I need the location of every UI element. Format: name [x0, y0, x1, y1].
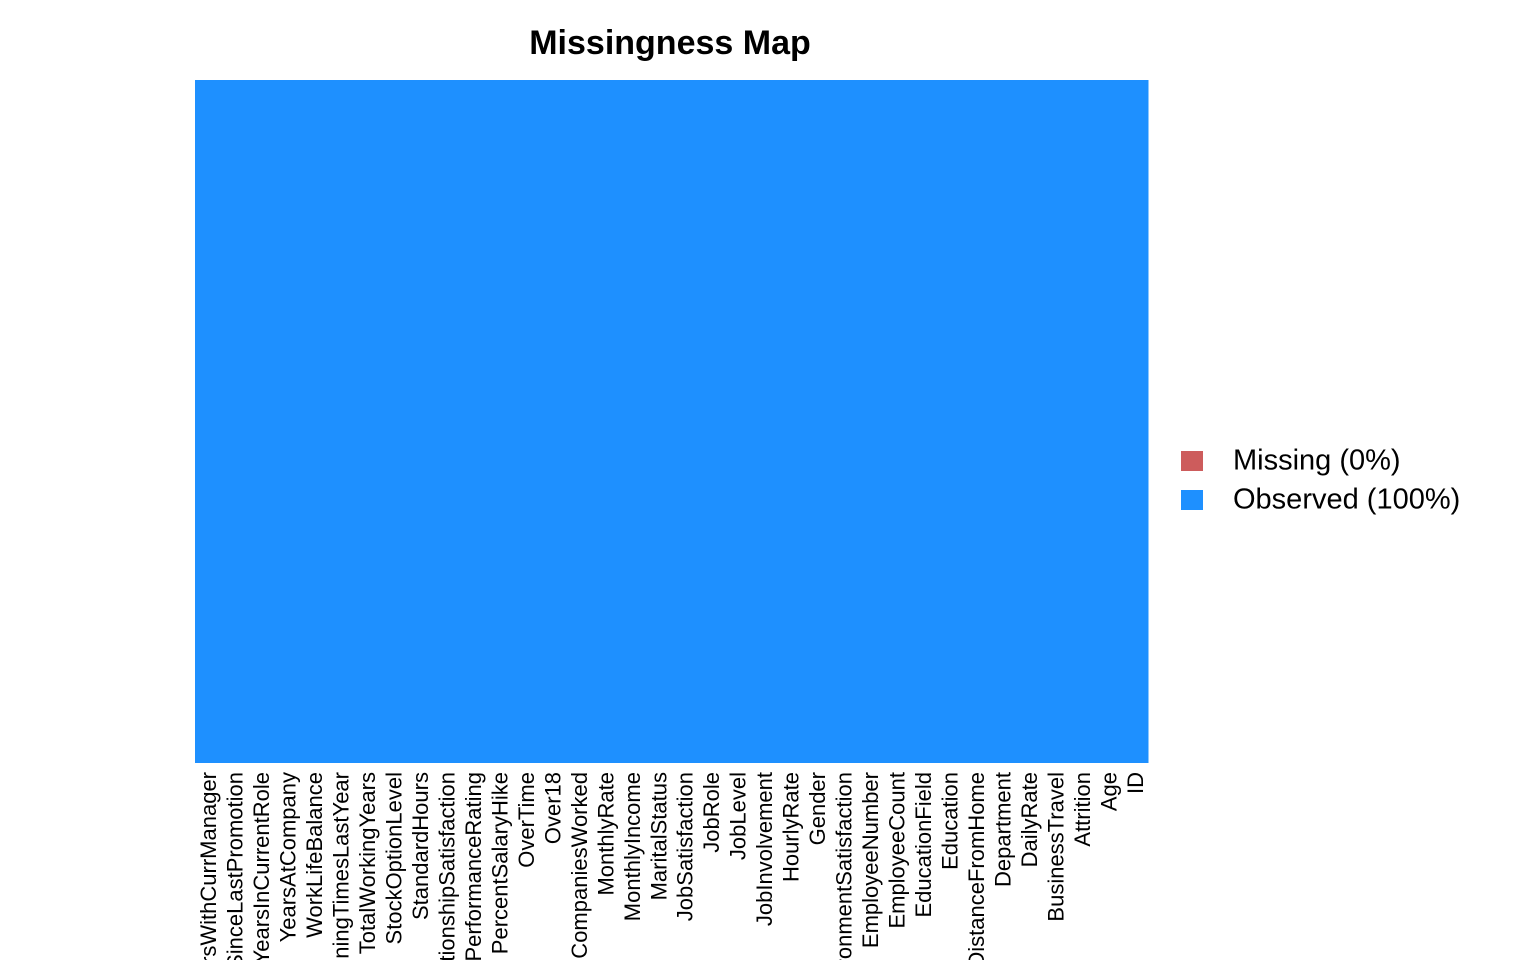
column-label: YearsAtCompany: [276, 772, 301, 942]
column-label: DailyRate: [1017, 772, 1042, 867]
observed-cell: [989, 80, 1017, 763]
column-label: BusinessTravel: [1043, 772, 1068, 922]
column-label: YearsSinceLastPromotion: [223, 772, 248, 960]
column-label: TotalWorkingYears: [355, 772, 380, 954]
column-label: WorkLifeBalance: [302, 772, 327, 938]
column-label: Gender: [805, 772, 830, 845]
observed-cell: [300, 80, 328, 763]
observed-cell: [803, 80, 831, 763]
column-label: StockOptionLevel: [382, 772, 407, 944]
column-label: Education: [937, 772, 962, 870]
column-label: MonthlyRate: [593, 772, 618, 896]
observed-cell: [777, 80, 805, 763]
legend-label: Missing (0%): [1233, 445, 1401, 477]
column-label: MonthlyIncome: [620, 772, 645, 921]
column-label: JobSatisfaction: [673, 772, 698, 921]
column-label: EmployeeCount: [885, 772, 910, 929]
observed-cell: [221, 80, 249, 763]
observed-cell: [539, 80, 567, 763]
column-label: JobInvolvement: [752, 772, 777, 926]
column-label: StandardHours: [408, 772, 433, 920]
column-label: Over18: [540, 772, 565, 844]
column-label: OverTime: [514, 772, 539, 868]
observed-cell: [883, 80, 911, 763]
observed-cell: [247, 80, 275, 763]
observed-cell: [1121, 80, 1149, 763]
column-label: Age: [1096, 772, 1121, 811]
observed-cell: [406, 80, 434, 763]
observed-cell: [380, 80, 408, 763]
column-label: TrainingTimesLastYear: [329, 772, 354, 960]
column-label: RelationshipSatisfaction: [434, 772, 459, 960]
column-label: DistanceFromHome: [964, 772, 989, 960]
observed-cell: [962, 80, 990, 763]
observed-cell: [195, 80, 222, 763]
column-label: Attrition: [1070, 772, 1095, 847]
column-label: Department: [990, 772, 1015, 887]
chart-title: Missingness Map: [529, 24, 811, 62]
observed-cell: [459, 80, 487, 763]
observed-cell: [724, 80, 752, 763]
column-label: PercentSalaryHike: [487, 772, 512, 954]
observed-cell: [353, 80, 381, 763]
observed-cell: [512, 80, 540, 763]
legend-swatch: [1181, 490, 1203, 510]
column-label: JobRole: [699, 772, 724, 853]
column-label: JobLevel: [726, 772, 751, 860]
observed-cell: [274, 80, 302, 763]
legend-label: Observed (100%): [1233, 484, 1460, 516]
observed-cell: [486, 80, 514, 763]
legend-swatch: [1181, 451, 1203, 471]
column-label: EnvironmentSatisfaction: [832, 772, 857, 960]
column-label: YearsInCurrentRole: [249, 772, 274, 960]
column-label: NumCompaniesWorked: [567, 772, 592, 960]
observed-cell: [697, 80, 725, 763]
column-label: EducationField: [911, 772, 936, 918]
observed-cell: [856, 80, 884, 763]
observed-cell: [909, 80, 937, 763]
observed-cell: [565, 80, 593, 763]
column-label: MaritalStatus: [646, 772, 671, 900]
observed-cell: [750, 80, 778, 763]
observed-cell: [1095, 80, 1123, 763]
observed-cell: [592, 80, 620, 763]
column-label: YearsWithCurrManager: [196, 772, 221, 960]
observed-cell: [1042, 80, 1070, 763]
observed-cell: [618, 80, 646, 763]
column-label: HourlyRate: [779, 772, 804, 882]
observed-cell: [1068, 80, 1096, 763]
observed-cell: [327, 80, 355, 763]
observed-cell: [671, 80, 699, 763]
column-label: PerformanceRating: [461, 772, 486, 960]
observed-cell: [936, 80, 964, 763]
observed-cell: [645, 80, 672, 763]
observed-cell: [1015, 80, 1043, 763]
observed-cell: [433, 80, 461, 763]
observed-cell: [830, 80, 858, 763]
column-label: EmployeeNumber: [858, 772, 883, 948]
column-label: ID: [1123, 772, 1148, 794]
